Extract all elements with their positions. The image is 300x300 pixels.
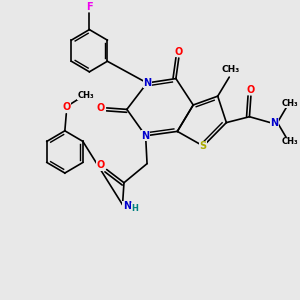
Text: N: N bbox=[271, 118, 279, 128]
Text: O: O bbox=[62, 102, 70, 112]
Text: O: O bbox=[175, 46, 183, 57]
Text: O: O bbox=[247, 85, 255, 95]
Text: F: F bbox=[86, 2, 93, 12]
Text: CH₃: CH₃ bbox=[77, 91, 94, 100]
Text: H: H bbox=[131, 204, 138, 213]
Text: S: S bbox=[200, 141, 207, 151]
Text: O: O bbox=[96, 160, 104, 170]
Text: CH₃: CH₃ bbox=[282, 99, 299, 108]
Text: CH₃: CH₃ bbox=[282, 137, 299, 146]
Text: CH₃: CH₃ bbox=[222, 65, 240, 74]
Text: O: O bbox=[97, 103, 105, 113]
Text: N: N bbox=[123, 201, 131, 211]
Text: N: N bbox=[142, 131, 150, 141]
Text: N: N bbox=[143, 78, 151, 88]
